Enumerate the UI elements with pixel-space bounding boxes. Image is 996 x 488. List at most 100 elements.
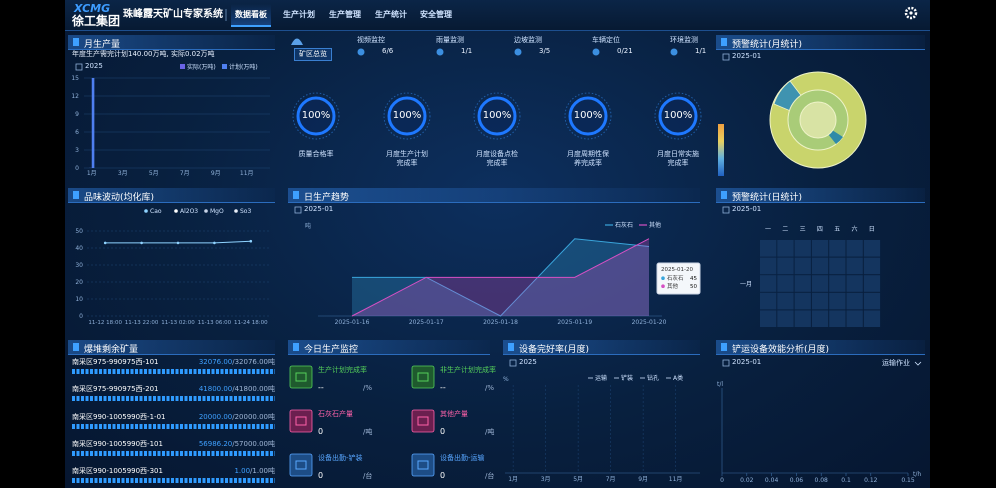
calendar-cell [760,310,777,327]
panel-title: 月生产量 [84,40,121,50]
y-axis-label: t/l [717,381,723,388]
x-tick-label: 0.15 [901,477,915,484]
y-tick-label: 9 [75,111,79,118]
legend-swatch [204,209,208,213]
overview-button[interactable]: 矿区总览 [294,48,332,61]
calendar-icon [75,63,83,71]
monitor-icon [411,453,435,477]
gauge-outer [473,92,521,140]
monitor-label: 其他产量 [440,410,468,418]
nav-item[interactable]: 数据看板 [231,4,271,27]
panel-title: 爆堆剩余矿量 [84,345,139,355]
calendar-cell [846,310,863,327]
panel-header: 爆堆剩余矿量 [68,340,275,355]
monitor-unit: /台 [363,472,373,480]
calendar-cell [760,257,777,275]
total: /20000.00吨 [232,412,275,421]
monitor-icon-glyph [417,460,429,470]
calendar-cell [777,257,794,275]
monitor-unit: /吨 [485,428,495,436]
nav-item[interactable]: 安全管理 [420,10,452,19]
x-tick-label: 11-12 18:00 [88,320,122,326]
x-tick-label: 1月 [508,476,518,483]
calendar-cell [794,275,811,292]
panel-header: 今日生产监控 [288,340,490,355]
y-tick-label: 20 [75,279,83,286]
panel-title: 铲运设备效能分析(月度) [732,345,830,355]
calendar-cell [863,310,881,327]
y-tick-label: 10 [75,296,83,303]
header-mark [721,343,727,351]
y-tick-label: 0 [79,313,83,320]
gauge-label: 月度日常实施完成率 [657,150,699,167]
progress-bar [72,396,275,402]
dropdown[interactable]: 运输作业 [882,359,910,367]
remaining: 56986.20 [198,439,233,448]
monitor-icon-glyph [295,460,307,470]
monitor-label: 非生产计划完成率 [440,366,496,374]
x-tick-label: 3月 [541,476,551,483]
x-tick-label: 11-24 18:00 [234,320,268,326]
calendar-cell [829,257,846,275]
calendar-cell [777,275,794,292]
panel-header: 铲运设备效能分析(月度) [716,340,925,355]
y-tick-label: 12 [71,93,79,100]
gauge-bg [568,96,608,136]
stockpile-name: 南采区990-1005990西-101 [72,439,163,448]
calendar-cell [811,292,829,310]
calendar-cell [863,240,881,257]
monitor-value: 0 [440,471,446,480]
nav-item[interactable]: 生产管理 [329,10,361,19]
stockpile-name: 南采区975-990975西-101 [72,358,159,366]
progress-bar [72,450,275,456]
color-scale [718,124,724,176]
legend-label: 计划(万吨) [229,63,258,71]
legend-label: So3 [240,208,251,215]
calendar-cell [777,292,794,310]
nav-item[interactable]: 生产统计 [375,10,407,19]
legend-label: A类 [673,374,683,382]
panel-header: 日生产趋势 [288,188,700,203]
monitor-icon [411,409,435,433]
panel-title: 预警统计(月统计) [732,40,803,50]
stockpile-value: 20000.00/20000.00吨 [199,412,275,421]
panel-header: 预警统计(日统计) [716,188,925,203]
legend-label: Cao [150,208,162,215]
settings-icon[interactable] [904,6,918,20]
stockpile-value: 1.00/1.00吨 [234,468,275,475]
legend-label: Al2O3 [180,208,198,215]
total: /1.00吨 [250,467,275,476]
date-label: 2025-01 [732,205,762,213]
sunburst-segment [828,130,843,144]
calendar-cell [846,240,863,257]
stat-icon [514,48,522,56]
dropdown-caret [914,361,922,366]
stockpile-name: 南采区975-990975西-201 [72,385,159,394]
stat-icon [670,48,678,56]
calendar-cell [863,275,881,292]
stockpile-name: 南采区990-1005990西-1-01 [72,412,166,421]
gauge-label: 月度生产计划完成率 [386,150,428,167]
nav-item[interactable]: 生产计划 [283,10,315,19]
gauge-bg [658,96,698,136]
monitor-unit: /% [363,384,373,392]
x-tick-label: 9月 [211,170,221,177]
header-mark [293,191,299,199]
x-tick-label: 0 [720,477,724,484]
legend-label: 其他 [649,221,661,229]
x-tick-label: 0.08 [815,477,829,484]
legend-label: MgO [210,208,224,215]
weekday: 五 [834,226,840,233]
gauge-bg [296,96,336,136]
tooltip-date: 2025-01-20 [661,267,693,273]
x-tick-label: 3月 [118,170,128,177]
calendar-cell [863,292,881,310]
calendar-cell [829,292,846,310]
bar [91,78,95,168]
calendar-cell [846,257,863,275]
calendar-cell [760,240,777,257]
gauge-bg [387,96,427,136]
logo-en: XCMG [74,2,111,15]
x-tick-label: 5月 [149,170,159,177]
